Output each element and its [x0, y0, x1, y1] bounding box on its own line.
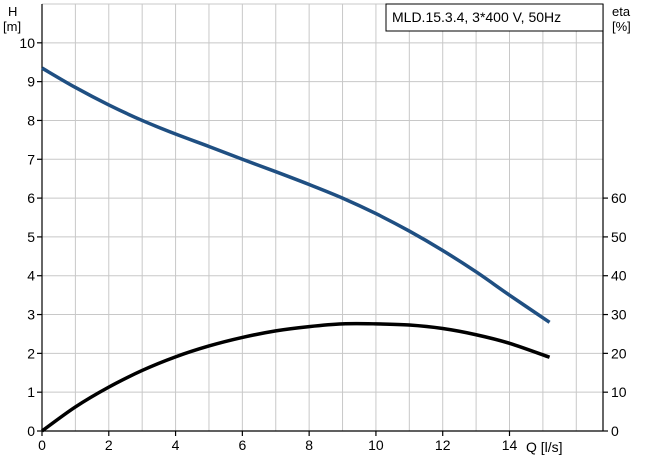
x-tick-label: 6: [238, 437, 246, 453]
series-lines: [40, 66, 551, 433]
y-right-tick-label: 10: [611, 384, 627, 400]
y-left-axis-title-line2: [m]: [3, 19, 21, 34]
y-right-tick-label: 20: [611, 345, 627, 361]
y-right-tick-label: 50: [611, 229, 627, 245]
x-tick-label: 10: [368, 437, 384, 453]
x-tick-label: 0: [38, 437, 46, 453]
legend-text: MLD.15.3.4, 3*400 V, 50Hz: [392, 9, 561, 25]
axes: [37, 4, 608, 436]
y-left-tick-label: 10: [19, 35, 35, 51]
y-left-tick-label: 8: [27, 112, 35, 128]
x-tick-label: 8: [305, 437, 313, 453]
y-left-tick-label: 2: [27, 345, 35, 361]
x-axis-title: Q [l/s]: [526, 439, 563, 455]
y-left-tick-label: 0: [27, 423, 35, 439]
y-left-tick-label: 1: [27, 384, 35, 400]
head-curve-line: [41, 66, 551, 324]
y-right-axis-title-line1: eta: [612, 4, 631, 19]
y-left-tick-label: 7: [27, 151, 35, 167]
y-right-tick-label: 60: [611, 190, 627, 206]
y-right-tick-label: 0: [611, 423, 619, 439]
x-tick-label: 2: [105, 437, 113, 453]
efficiency-curve-line: [40, 321, 551, 433]
y-left-tick-label: 5: [27, 229, 35, 245]
y-left-axis-title-line1: H: [8, 4, 17, 19]
y-left-tick-label: 6: [27, 190, 35, 206]
x-tick-label: 14: [502, 437, 518, 453]
x-tick-label: 4: [172, 437, 180, 453]
y-right-tick-label: 40: [611, 268, 627, 284]
grid-lines: [42, 3, 603, 431]
y-left-tick-label: 4: [27, 268, 35, 284]
y-right-axis-title-line2: [%]: [612, 19, 631, 34]
y-left-tick-label: 3: [27, 307, 35, 323]
y-left-tick-label: 9: [27, 74, 35, 90]
legend-box: MLD.15.3.4, 3*400 V, 50Hz: [385, 3, 604, 32]
y-right-tick-label: 30: [611, 307, 627, 323]
x-tick-label: 12: [435, 437, 451, 453]
